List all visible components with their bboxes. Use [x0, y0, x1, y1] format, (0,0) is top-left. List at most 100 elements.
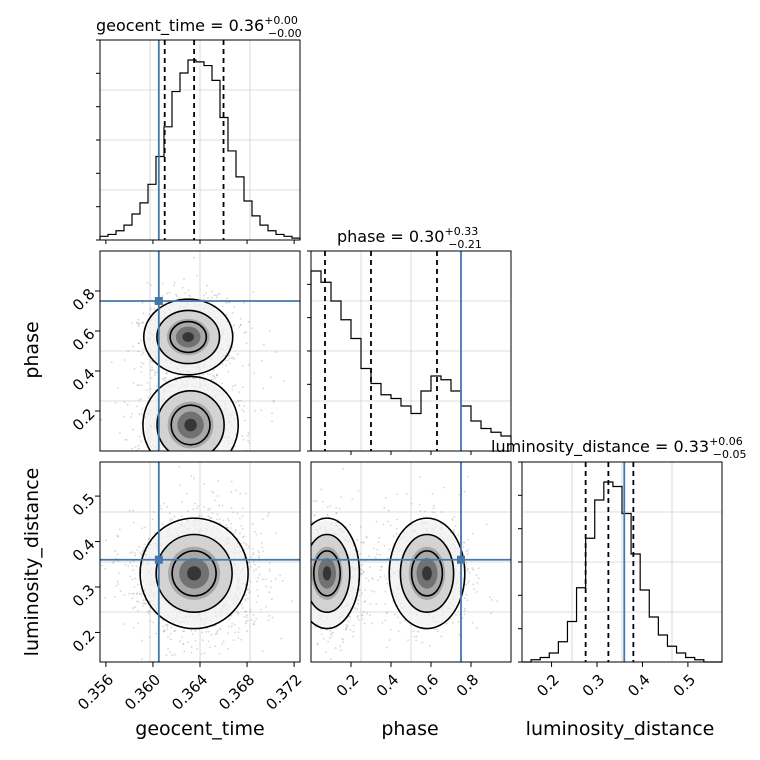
sample-point: [329, 637, 332, 639]
sample-point: [205, 630, 208, 633]
sample-point: [142, 347, 145, 350]
ylabel-phase: phase: [21, 321, 43, 378]
sample-point: [472, 568, 475, 571]
sample-point: [345, 627, 348, 630]
sample-point: [167, 647, 169, 650]
sample-point: [374, 556, 377, 559]
sample-point: [155, 371, 158, 374]
sample-point: [268, 591, 271, 594]
sample-point: [146, 381, 149, 384]
sample-point: [187, 510, 190, 513]
sample-point: [138, 413, 141, 416]
sample-point: [212, 369, 215, 372]
sample-point: [210, 633, 213, 636]
sample-point: [182, 453, 184, 455]
sample-point: [342, 641, 345, 644]
sample-point: [305, 599, 307, 601]
sample-point: [104, 596, 106, 599]
sample-point: [252, 551, 255, 554]
sample-point: [257, 554, 260, 557]
sample-point: [399, 621, 402, 624]
sample-point: [132, 470, 134, 472]
sample-point: [284, 596, 286, 598]
sample-point: [371, 577, 374, 579]
sample-point: [230, 507, 233, 510]
sample-point: [212, 508, 214, 510]
sample-point: [295, 563, 297, 565]
sample-point: [222, 640, 225, 643]
sample-point: [175, 453, 177, 455]
density-level: [184, 418, 197, 432]
sample-point: [123, 594, 126, 597]
sample-point: [208, 466, 210, 468]
sample-point: [96, 320, 98, 322]
sample-point: [211, 453, 213, 455]
sample-point: [287, 587, 289, 589]
sample-point: [258, 556, 261, 559]
sample-point: [440, 635, 442, 638]
sample-point: [190, 651, 193, 654]
sample-point: [303, 533, 305, 535]
sample-point: [203, 652, 206, 655]
sample-point: [168, 291, 171, 294]
sample-point: [233, 324, 235, 327]
sample-point: [294, 589, 296, 591]
sample-point: [357, 599, 360, 601]
sample-point: [296, 553, 298, 555]
sample-point: [412, 630, 415, 633]
sample-point: [172, 456, 174, 458]
sample-point: [347, 620, 350, 623]
sample-point: [280, 637, 283, 640]
sample-point: [305, 626, 307, 628]
sample-point: [255, 601, 258, 604]
sample-point: [139, 551, 141, 554]
sample-point: [152, 463, 154, 465]
sample-point: [248, 442, 251, 445]
sample-point: [184, 467, 186, 469]
sample-point: [306, 505, 308, 507]
sample-point: [295, 565, 297, 567]
sample-point: [218, 292, 221, 295]
sample-point: [290, 554, 292, 556]
sample-point: [357, 602, 360, 605]
sample-point: [346, 624, 349, 627]
sample-point: [306, 621, 308, 623]
sample-point: [227, 359, 229, 362]
sample-point: [257, 576, 260, 579]
sample-point: [171, 654, 174, 657]
sample-point: [149, 620, 152, 623]
sample-point: [227, 625, 230, 628]
sample-point: [137, 622, 140, 625]
sample-point: [458, 493, 461, 496]
xlabel-luminosity-distance: luminosity_distance: [526, 718, 715, 740]
contour-line: [311, 517, 361, 630]
sample-point: [305, 565, 307, 567]
sample-point: [116, 386, 119, 389]
sample-point: [193, 477, 196, 480]
sample-point: [142, 605, 144, 607]
sample-point: [156, 384, 158, 387]
sample-point: [209, 646, 212, 649]
sample-point: [287, 528, 289, 530]
y-tick-label: 0.2: [69, 405, 99, 435]
sample-point: [114, 550, 117, 552]
sample-point: [296, 628, 298, 630]
sample-point: [309, 660, 311, 662]
sample-point: [465, 550, 468, 553]
sample-point: [471, 532, 474, 535]
sample-point: [304, 582, 306, 584]
sample-point: [178, 465, 181, 468]
sample-point: [341, 638, 344, 640]
sample-point: [340, 496, 342, 499]
sample-point: [171, 517, 174, 520]
sample-point: [131, 564, 134, 567]
sample-point: [216, 495, 219, 497]
sample-point: [330, 633, 333, 635]
sample-point: [385, 612, 388, 614]
sample-point: [277, 586, 279, 588]
sample-point: [315, 500, 318, 502]
sample-point: [148, 600, 151, 603]
sample-point: [161, 295, 164, 297]
hist-panel-luminosity-distance: [518, 461, 723, 663]
sample-point: [463, 613, 466, 616]
